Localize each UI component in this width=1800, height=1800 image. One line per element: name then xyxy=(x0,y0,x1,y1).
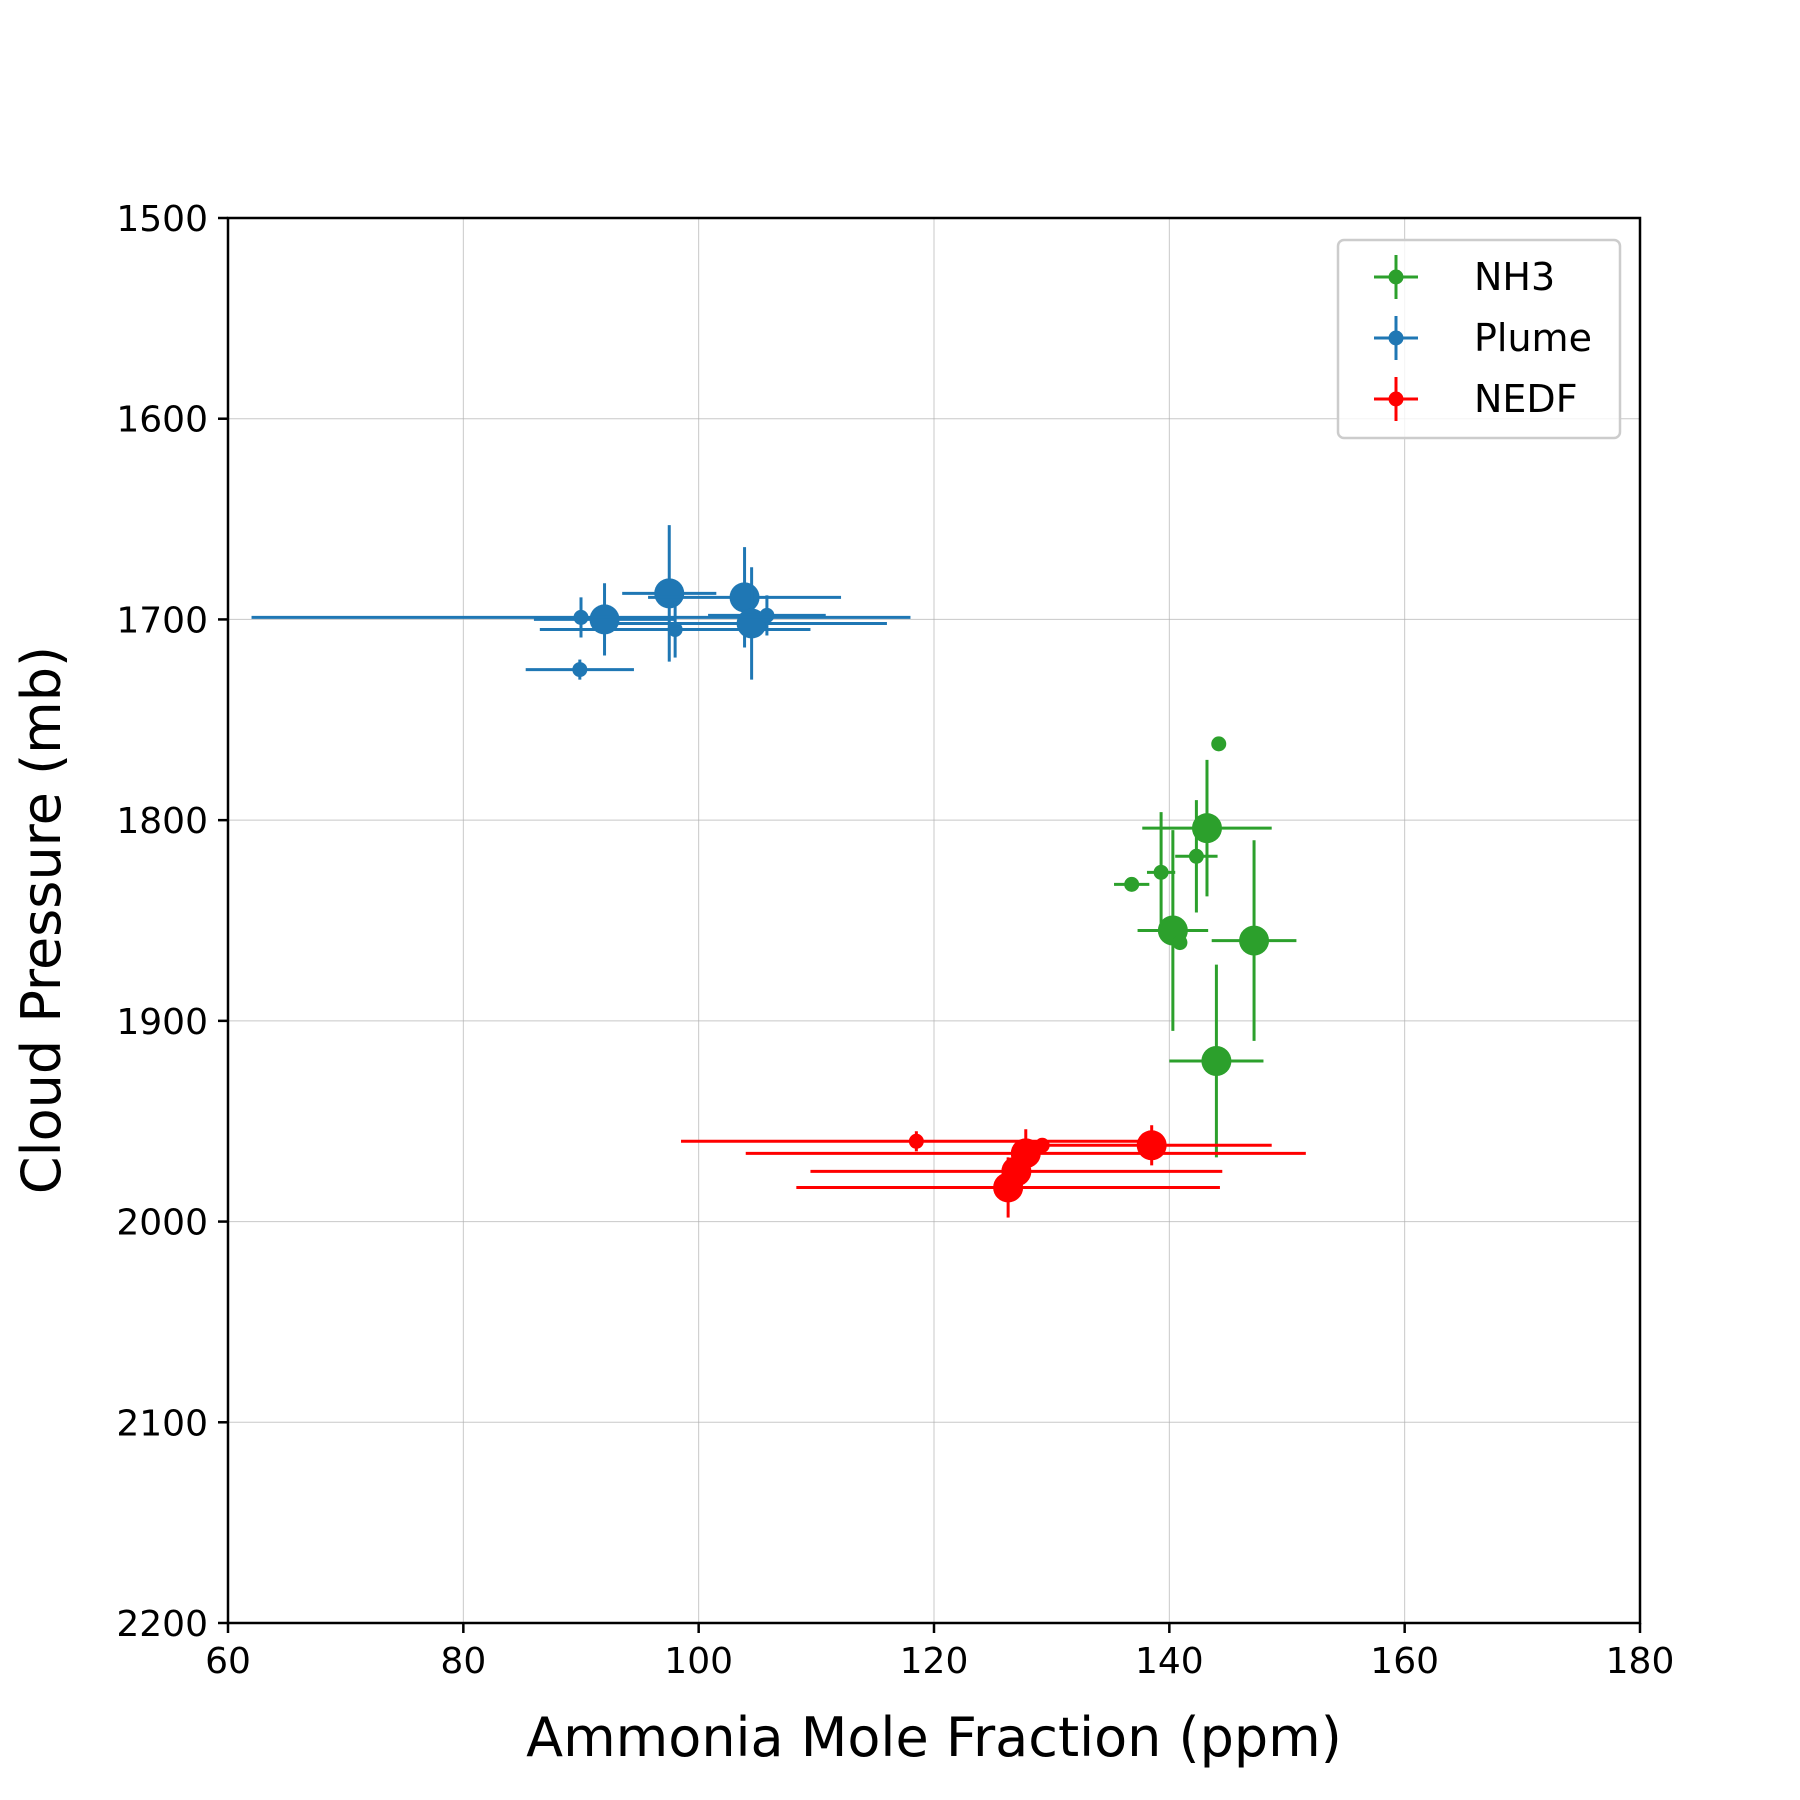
y-tick-label: 2200 xyxy=(116,1604,208,1645)
data-point xyxy=(654,578,685,609)
x-tick-label: 180 xyxy=(1606,1641,1675,1682)
data-point xyxy=(573,609,589,625)
data-point xyxy=(1172,935,1188,951)
x-tick-label: 140 xyxy=(1135,1641,1204,1682)
data-point xyxy=(908,1133,924,1149)
legend-entry-nh3: NH3 xyxy=(1374,255,1555,299)
y-axis-title: Cloud Pressure (mb) xyxy=(10,646,73,1194)
legend-box xyxy=(1336,238,1622,440)
y-tick-label: 1700 xyxy=(116,600,208,641)
x-tick-label: 80 xyxy=(440,1641,486,1682)
legend-entry-nedf: NEDF xyxy=(1374,377,1578,421)
data-point xyxy=(993,1172,1024,1203)
x-tick-label: 60 xyxy=(205,1641,251,1682)
legend-marker xyxy=(1388,330,1404,346)
data-point xyxy=(1239,925,1270,956)
data-point xyxy=(1191,813,1222,844)
data-point xyxy=(572,662,588,678)
series-nedf xyxy=(681,1125,1306,1218)
x-tick-label: 100 xyxy=(664,1641,733,1682)
data-point xyxy=(589,604,620,635)
data-point xyxy=(1153,864,1169,880)
y-tick-label: 1600 xyxy=(116,400,208,441)
y-tick-label: 1900 xyxy=(116,1002,208,1043)
data-series xyxy=(251,525,1306,1218)
x-tick-label: 160 xyxy=(1370,1641,1439,1682)
data-point xyxy=(729,582,760,613)
legend: NH3 Plume NEDF xyxy=(1336,238,1622,440)
legend-marker xyxy=(1388,269,1404,285)
data-point xyxy=(1201,1046,1232,1076)
y-tick-label: 2000 xyxy=(116,1203,208,1244)
axis-ticks: 60 80 100 120 140 160 180 1500 1600 1700 1800 1900 2… xyxy=(116,199,1674,1682)
data-point xyxy=(1136,1130,1167,1161)
legend-label: NH3 xyxy=(1474,255,1555,299)
data-point xyxy=(1124,876,1140,892)
grid xyxy=(228,218,1640,1623)
data-point xyxy=(667,621,683,637)
series-nh3 xyxy=(1114,736,1297,1158)
legend-entry-plume: Plume xyxy=(1374,316,1592,360)
x-axis-title: Ammonia Mole Fraction (ppm) xyxy=(526,1706,1342,1769)
y-tick-label: 1500 xyxy=(116,199,208,240)
legend-label: NEDF xyxy=(1474,377,1578,421)
series-plume xyxy=(251,525,911,680)
legend-label: Plume xyxy=(1474,316,1592,360)
data-point xyxy=(759,607,775,623)
data-point xyxy=(1211,736,1227,752)
legend-marker xyxy=(1388,391,1404,407)
y-tick-label: 1800 xyxy=(116,801,208,842)
x-tick-label: 120 xyxy=(900,1641,969,1682)
data-point xyxy=(1188,848,1204,864)
y-tick-label: 2100 xyxy=(116,1403,208,1444)
